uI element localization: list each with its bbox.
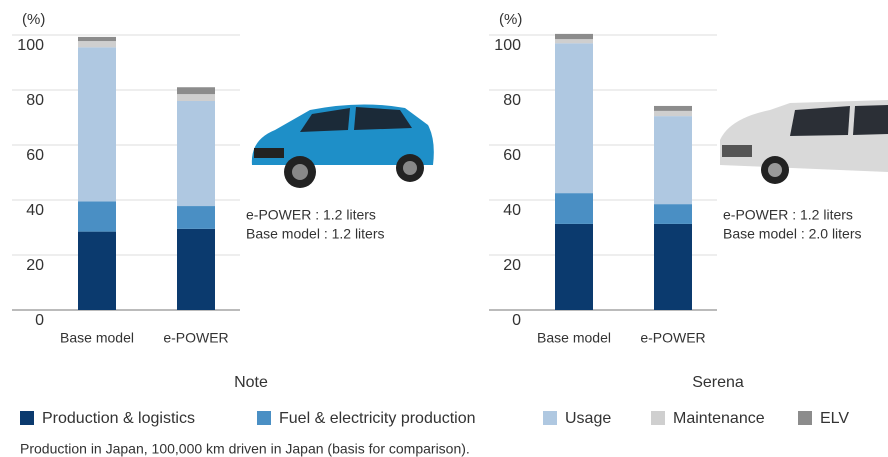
y-tick-label: 80 [503,92,521,109]
x-tick-label: e-POWER [640,330,705,346]
bar-segment: Maintenance [177,94,215,101]
y-tick-label: 60 [503,147,521,164]
x-tick-label: Base model [60,330,134,346]
chart-title: Note [234,374,268,391]
y-tick-label: 20 [26,257,44,274]
legend-swatch [543,411,557,425]
bar-segment: Fuel & electricity production [78,201,116,231]
page: Production in Japan, 100,000 km driven i… [0,0,888,457]
annotation: Base model : 2.0 liters [723,226,862,242]
x-tick-label: e-POWER [163,330,228,346]
car-serena [720,100,888,184]
legend-label: Maintenance [673,410,765,427]
y-axis-label: (%) [22,11,45,28]
y-tick-label: 60 [26,147,44,164]
bar-segment: ELV [555,34,593,39]
y-tick-label: 0 [35,312,44,329]
annotation: e-POWER : 1.2 liters [723,207,853,223]
legend-label: Usage [565,410,611,427]
legend-label: Fuel & electricity production [279,410,476,427]
annotation: e-POWER : 1.2 liters [246,207,376,223]
chart-title: Serena [692,374,744,391]
y-tick-label: 40 [503,202,521,219]
y-tick-label: 20 [503,257,521,274]
bar-segment: Usage [78,47,116,201]
annotation: Base model : 1.2 liters [246,226,385,242]
legend-swatch [20,411,34,425]
footnote: Production in Japan, 100,000 km driven i… [20,441,470,457]
legend-swatch [798,411,812,425]
y-tick-label: 100 [494,37,521,54]
bar-segment: ELV [78,37,116,41]
bar-segment: ELV [177,87,215,94]
bar-segment: Production & logistics [654,224,692,310]
bar-segment: Fuel & electricity production [555,193,593,224]
x-tick-label: Base model [537,330,611,346]
bar-segment: Production & logistics [78,232,116,310]
bar-segment: Maintenance [654,111,692,116]
bar-segment: Usage [177,101,215,206]
bar-segment: Usage [555,43,593,193]
y-tick-label: 80 [26,92,44,109]
legend-swatch [651,411,665,425]
legend-swatch [257,411,271,425]
y-axis-label: (%) [499,11,522,28]
bar-segment: Production & logistics [555,224,593,310]
bar-segment: Fuel & electricity production [654,204,692,224]
y-tick-label: 0 [512,312,521,329]
bar-segment: Fuel & electricity production [177,206,215,229]
bar-segment: Production & logistics [177,229,215,310]
bar-segment: Maintenance [78,41,116,47]
legend-label: Production & logistics [42,410,195,427]
bar-segment: Usage [654,116,692,204]
bar-segment: ELV [654,106,692,111]
car-note [252,104,434,188]
legend-label: ELV [820,410,849,427]
bar-segment: Maintenance [555,39,593,43]
y-tick-label: 100 [17,37,44,54]
y-tick-label: 40 [26,202,44,219]
